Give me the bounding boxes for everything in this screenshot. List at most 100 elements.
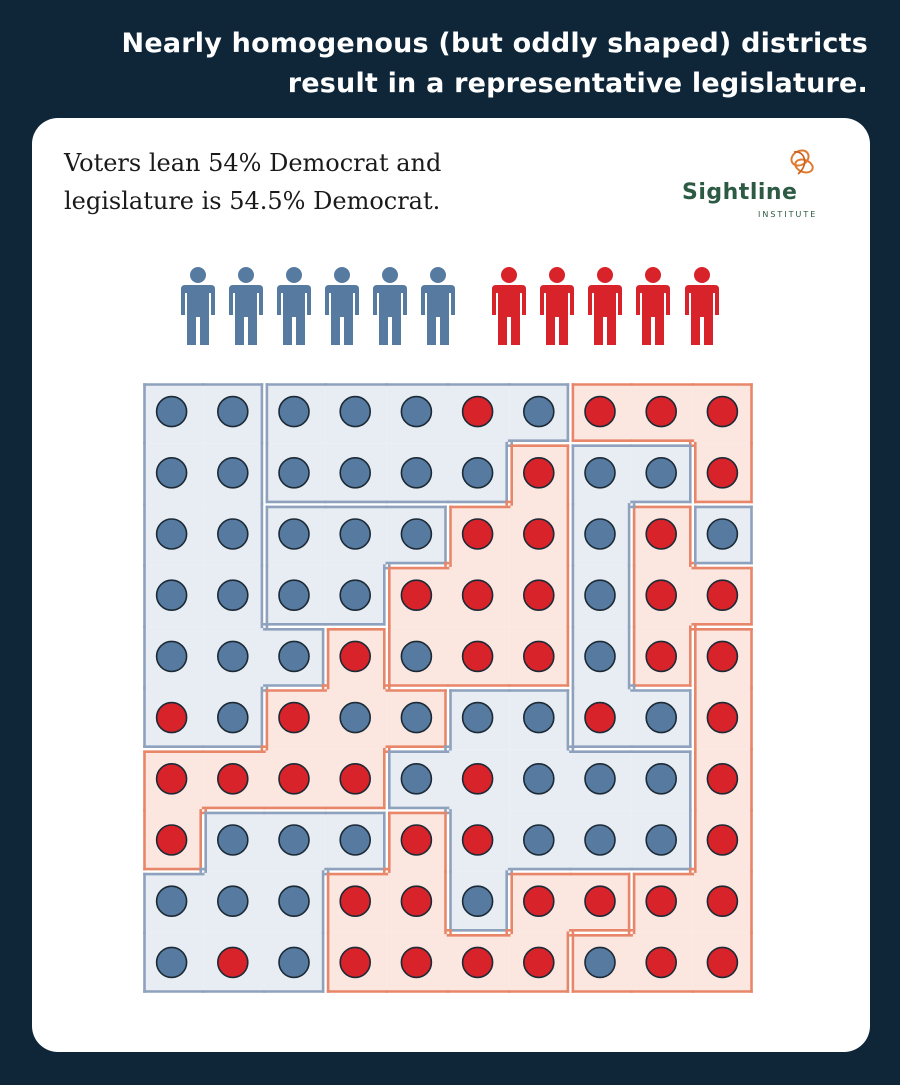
- republican-voter-dot: [217, 946, 249, 979]
- republican-voter-dot: [339, 762, 372, 795]
- republican-voter-dot: [155, 701, 188, 734]
- republican-voter-dot: [706, 395, 739, 428]
- republican-voter-dot: [339, 946, 372, 979]
- subtitle: Voters lean 54% Democrat and legislature…: [64, 144, 484, 220]
- democrat-voter-dot: [278, 395, 310, 428]
- democrat-voter-dot: [278, 456, 310, 489]
- democrat-voter-dot: [400, 395, 433, 428]
- republican-voter-dot: [645, 946, 678, 979]
- logo-subtitle: INSTITUTE: [758, 210, 818, 219]
- subtitle-line-1: Voters lean 54% Democrat and: [64, 149, 442, 177]
- republican-voter-dot: [706, 456, 739, 489]
- democrat-voter-dot: [155, 885, 188, 918]
- democrat-voter-dot: [217, 518, 249, 550]
- democrat-voter-dot: [522, 701, 555, 734]
- republican-voter-dot: [522, 456, 555, 489]
- democrat-voter-dot: [155, 640, 188, 673]
- democrat-voter-dot: [339, 518, 372, 550]
- democrat-voter-dot: [217, 824, 249, 856]
- democrat-voter-dot: [645, 824, 678, 856]
- legislator-icons: [181, 267, 719, 345]
- democrat-voter-dot: [155, 579, 188, 612]
- democrat-legislator-icon: [421, 267, 455, 345]
- democrat-voter-dot: [400, 456, 433, 489]
- democrat-voter-dot: [461, 456, 494, 489]
- headline-line-1: Nearly homogenous (but oddly shaped) dis…: [121, 28, 868, 59]
- republican-voter-dot: [706, 762, 739, 795]
- democrat-voter-dot: [645, 762, 678, 795]
- republican-voter-dot: [522, 946, 555, 979]
- republican-voter-dot: [706, 579, 739, 612]
- republican-voter-dot: [461, 762, 494, 795]
- headline-line-2: result in a representative legislature.: [287, 68, 868, 99]
- democrat-voter-dot: [278, 518, 310, 550]
- republican-voter-dot: [155, 824, 188, 856]
- sightline-knot-icon: [790, 149, 814, 175]
- republican-voter-dot: [461, 946, 494, 979]
- democrat-voter-dot: [400, 701, 433, 734]
- democrat-legislator-icon: [229, 267, 263, 345]
- republican-voter-dot: [645, 579, 678, 612]
- republican-voter-dot: [400, 579, 433, 612]
- republican-voter-dot: [400, 824, 433, 856]
- democrat-voter-dot: [645, 456, 678, 489]
- republican-voter-dot: [278, 701, 310, 734]
- democrat-voter-dot: [217, 885, 249, 918]
- democrat-voter-dot: [584, 640, 616, 673]
- democrat-voter-dot: [217, 640, 249, 673]
- republican-voter-dot: [706, 946, 739, 979]
- democrat-voter-dot: [339, 701, 372, 734]
- headline: Nearly homogenous (but oddly shaped) dis…: [48, 24, 868, 104]
- democrat-voter-dot: [339, 456, 372, 489]
- democrat-voter-dot: [278, 579, 310, 612]
- democrat-voter-dot: [584, 946, 616, 979]
- republican-voter-dot: [339, 640, 372, 673]
- democrat-legislator-icon: [181, 267, 215, 345]
- democrat-voter-dot: [400, 762, 433, 795]
- republican-voter-dot: [461, 640, 494, 673]
- democrat-voter-dot: [461, 701, 494, 734]
- democrat-voter-dot: [584, 518, 616, 550]
- republican-voter-dot: [645, 518, 678, 550]
- sightline-logo: Sightline INSTITUTE: [682, 144, 822, 224]
- democrat-voter-dot: [217, 395, 249, 428]
- republican-voter-dot: [522, 640, 555, 673]
- republican-voter-dot: [522, 518, 555, 550]
- democrat-legislator-icon: [277, 267, 311, 345]
- subtitle-line-2: legislature is 54.5% Democrat.: [64, 187, 441, 215]
- republican-voter-dot: [217, 762, 249, 795]
- democrat-voter-dot: [217, 579, 249, 612]
- democrat-voter-dot: [706, 518, 739, 550]
- republican-voter-dot: [645, 395, 678, 428]
- democrat-voter-dot: [645, 701, 678, 734]
- democrat-voter-dot: [155, 456, 188, 489]
- democrat-voter-dot: [400, 518, 433, 550]
- democrat-legislator-icon: [373, 267, 407, 345]
- democrat-voter-dot: [339, 579, 372, 612]
- democrat-voter-dot: [278, 946, 310, 979]
- republican-legislator-icon: [685, 267, 719, 345]
- republican-voter-dot: [400, 946, 433, 979]
- republican-voter-dot: [278, 762, 310, 795]
- republican-legislator-icon: [588, 267, 622, 345]
- democrat-voter-dot: [278, 640, 310, 673]
- republican-voter-dot: [522, 579, 555, 612]
- republican-voter-dot: [645, 885, 678, 918]
- democrat-voter-dot: [155, 946, 188, 979]
- democrat-voter-dot: [217, 701, 249, 734]
- democrat-voter-dot: [522, 395, 555, 428]
- democrat-voter-dot: [584, 762, 616, 795]
- democrat-voter-dot: [278, 885, 310, 918]
- democrat-district-2: [265, 383, 570, 504]
- republican-legislator-icon: [636, 267, 670, 345]
- republican-voter-dot: [584, 701, 616, 734]
- republican-voter-dot: [461, 824, 494, 856]
- republican-voter-dot: [461, 518, 494, 550]
- democrat-voter-dot: [584, 824, 616, 856]
- democrat-voter-dot: [155, 395, 188, 428]
- republican-voter-dot: [584, 395, 616, 428]
- democrat-voter-dot: [400, 640, 433, 673]
- republican-voter-dot: [461, 579, 494, 612]
- democrat-voter-dot: [461, 885, 494, 918]
- democrat-voter-dot: [278, 824, 310, 856]
